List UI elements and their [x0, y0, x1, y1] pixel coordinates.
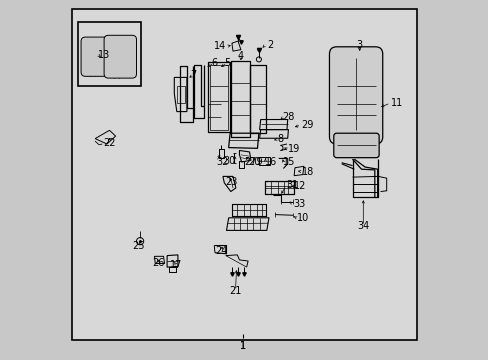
FancyBboxPatch shape: [104, 35, 136, 78]
Text: 4: 4: [237, 51, 244, 61]
Text: 25: 25: [132, 240, 144, 251]
Text: 279: 279: [244, 157, 262, 167]
Text: 17: 17: [169, 260, 182, 270]
Text: 13: 13: [98, 50, 110, 60]
Text: 1: 1: [239, 341, 245, 351]
FancyBboxPatch shape: [81, 37, 108, 76]
Text: 10: 10: [296, 213, 309, 223]
Text: 15: 15: [283, 157, 295, 167]
Text: 14: 14: [214, 41, 226, 51]
Text: 5: 5: [224, 58, 230, 68]
Text: 2: 2: [266, 40, 272, 50]
Text: 26: 26: [152, 258, 164, 268]
Text: 34: 34: [356, 221, 368, 231]
FancyBboxPatch shape: [333, 133, 378, 158]
Text: 29: 29: [301, 120, 313, 130]
Text: 1: 1: [239, 341, 245, 351]
Text: 12: 12: [294, 181, 306, 191]
Text: 18: 18: [302, 167, 314, 177]
Text: 8: 8: [277, 134, 283, 144]
Text: 32: 32: [216, 157, 228, 167]
Bar: [78, 22, 141, 86]
Text: 24: 24: [215, 246, 227, 256]
Text: 16: 16: [265, 157, 277, 167]
Text: 19: 19: [287, 144, 299, 154]
Text: 23: 23: [225, 177, 238, 187]
Text: 3: 3: [356, 40, 362, 50]
FancyBboxPatch shape: [329, 47, 382, 144]
Text: 22: 22: [103, 138, 116, 148]
Text: 28: 28: [282, 112, 294, 122]
Text: 31: 31: [285, 180, 298, 190]
Text: 21: 21: [229, 286, 241, 296]
Text: 7: 7: [190, 69, 196, 80]
Text: 33: 33: [293, 199, 305, 210]
Text: 20: 20: [247, 157, 260, 167]
Bar: [177, 86, 184, 103]
Text: 11: 11: [390, 98, 402, 108]
Text: 6: 6: [211, 58, 217, 68]
Text: 30: 30: [223, 156, 235, 166]
